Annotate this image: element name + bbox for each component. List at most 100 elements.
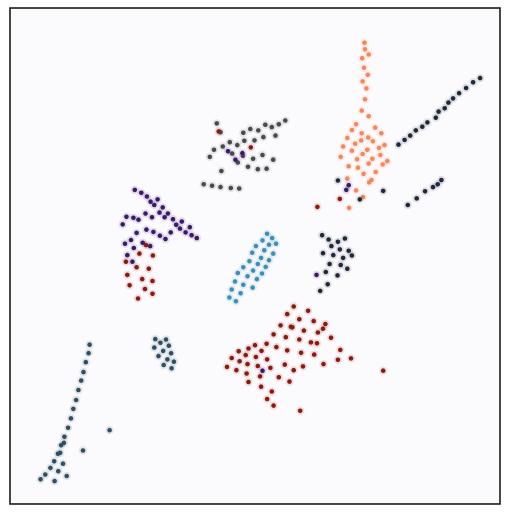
- point-teal-2: [260, 238, 265, 243]
- point-navy-11: [413, 128, 419, 133]
- point-orange-21: [376, 145, 382, 151]
- point-darkred-12: [150, 278, 155, 284]
- point-navy-34: [349, 253, 355, 258]
- point-navy-10: [420, 124, 425, 129]
- point-slate-35: [80, 448, 86, 453]
- point-orange-22: [340, 144, 346, 149]
- point-navy-35: [327, 261, 332, 267]
- point-darkred-42: [243, 352, 248, 358]
- point-navy-6: [442, 106, 448, 111]
- point-darkred-2: [315, 204, 320, 210]
- point-orange-7: [364, 86, 369, 91]
- point-darkred-1: [248, 145, 254, 150]
- point-navy-15: [439, 177, 444, 183]
- point-darkred-60: [258, 384, 264, 390]
- point-navy-32: [331, 252, 336, 258]
- point-navy-20: [405, 202, 411, 208]
- point-purple-14: [183, 230, 188, 235]
- point-orange-41: [382, 142, 387, 148]
- point-gray-29: [209, 183, 215, 188]
- point-darkred-29: [308, 340, 314, 345]
- point-purple-1: [139, 190, 144, 196]
- point-navy-23: [335, 178, 341, 183]
- point-darkred-16: [135, 296, 141, 301]
- point-purple-9: [162, 215, 167, 220]
- point-darkred-7: [123, 259, 129, 265]
- point-navy-31: [320, 250, 326, 256]
- point-navy-12: [407, 133, 413, 138]
- point-purple-43: [260, 368, 265, 374]
- point-purple-2: [144, 194, 150, 199]
- point-slate-21: [65, 425, 71, 431]
- point-darkred-52: [300, 364, 306, 369]
- point-purple-10: [170, 216, 176, 222]
- point-darkred-18: [305, 308, 311, 314]
- point-navy-5: [446, 100, 451, 105]
- point-orange-23: [365, 147, 370, 153]
- point-darkred-28: [297, 337, 302, 342]
- point-orange-33: [361, 171, 366, 177]
- point-purple-3: [148, 199, 153, 204]
- point-orange-2: [366, 52, 372, 57]
- point-navy-37: [345, 266, 350, 272]
- point-orange-32: [373, 169, 379, 175]
- point-darkred-51: [291, 367, 297, 373]
- point-teal-4: [273, 241, 279, 246]
- point-purple-12: [179, 219, 185, 224]
- point-darkred-65: [380, 368, 386, 374]
- point-gray-8: [261, 134, 266, 140]
- point-gray-24: [219, 168, 224, 174]
- point-teal-17: [235, 270, 241, 276]
- point-orange-27: [370, 156, 375, 162]
- point-purple-25: [124, 214, 129, 220]
- point-purple-20: [157, 233, 163, 238]
- point-orange-18: [358, 138, 364, 143]
- point-purple-32: [130, 259, 135, 265]
- point-navy-3: [456, 90, 462, 96]
- point-teal-12: [255, 261, 261, 267]
- point-purple-27: [134, 230, 139, 236]
- point-orange-19: [370, 139, 376, 144]
- point-gray-17: [250, 156, 256, 162]
- chart-frame: [9, 7, 501, 505]
- point-slate-36: [107, 427, 112, 433]
- point-darkred-68: [348, 356, 354, 361]
- point-slate-14: [83, 359, 89, 365]
- point-navy-25: [326, 237, 331, 242]
- point-purple-38: [240, 150, 245, 156]
- point-darkred-40: [246, 346, 251, 351]
- point-darkred-37: [311, 352, 317, 357]
- point-slate-13: [86, 350, 91, 356]
- point-teal-1: [269, 235, 275, 241]
- point-purple-11: [173, 222, 179, 228]
- point-slate-9: [171, 359, 177, 365]
- point-slate-6: [168, 350, 174, 356]
- point-orange-12: [349, 127, 355, 133]
- point-slate-26: [48, 465, 53, 471]
- point-slate-17: [76, 387, 81, 393]
- point-navy-9: [425, 120, 430, 125]
- point-darkred-33: [264, 341, 269, 347]
- point-slate-4: [152, 345, 157, 350]
- point-teal-18: [245, 274, 250, 279]
- point-teal-13: [263, 264, 269, 270]
- point-darkred-27: [283, 334, 289, 340]
- point-purple-29: [122, 241, 128, 246]
- point-gray-7: [273, 133, 278, 138]
- point-navy-30: [346, 248, 352, 254]
- point-purple-15: [187, 224, 193, 230]
- point-orange-34: [345, 176, 350, 181]
- point-navy-8: [433, 115, 439, 120]
- point-navy-26: [335, 239, 341, 245]
- point-navy-29: [337, 247, 343, 252]
- point-gray-28: [201, 182, 206, 187]
- point-slate-12: [87, 342, 92, 348]
- point-purple-19: [163, 236, 168, 242]
- point-orange-31: [355, 165, 361, 170]
- point-slate-7: [156, 353, 161, 359]
- point-darkred-44: [264, 357, 270, 362]
- point-darkred-32: [338, 347, 343, 353]
- point-gray-1: [276, 122, 282, 127]
- point-teal-24: [238, 291, 243, 296]
